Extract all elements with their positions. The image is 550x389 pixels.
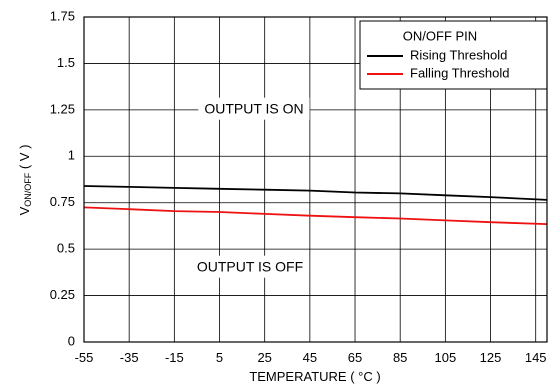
legend-label: Rising Threshold (410, 47, 507, 62)
x-tick-label: 105 (435, 350, 457, 365)
y-tick-label: 0.5 (57, 241, 75, 256)
x-tick-label: -35 (120, 350, 139, 365)
x-tick-labels: -55 -35 -15 5 25 45 65 85 105 125 145 (75, 350, 547, 365)
x-tick-label: 125 (480, 350, 502, 365)
annotation-background (190, 255, 310, 278)
y-tick-labels: 0 0.25 0.5 0.75 1 1.25 1.5 1.75 (50, 8, 75, 348)
legend: ON/OFF PIN Rising Threshold Falling Thres… (359, 20, 548, 90)
y-tick-label: 1.25 (50, 101, 75, 116)
y-tick-label: 1.5 (57, 55, 75, 70)
x-tick-label: 145 (525, 350, 547, 365)
x-tick-label: 65 (348, 350, 362, 365)
x-axis-label: TEMPERATURE ( °C ) (249, 369, 380, 384)
annotation-output-off: OUTPUT IS OFF (197, 259, 303, 275)
y-tick-label: 0 (68, 333, 75, 348)
y-tick-label: 0.25 (50, 287, 75, 302)
y-tick-label: 1.75 (50, 8, 75, 23)
y-axis-label-subscript: ON/OFF (23, 172, 33, 206)
legend-title: ON/OFF PIN (403, 28, 477, 43)
y-axis-label-unit: ( V ) (17, 145, 32, 173)
x-tick-label: 85 (393, 350, 407, 365)
y-axis-label: VON/OFF ( V ) (17, 145, 33, 216)
legend-label: Falling Threshold (410, 65, 509, 80)
annotation-background (198, 97, 310, 120)
x-tick-label: 25 (257, 350, 271, 365)
series-line-rising-threshold (83, 185, 548, 201)
annotation-output-on: OUTPUT IS ON (204, 101, 303, 117)
x-tick-label: 45 (303, 350, 317, 365)
x-tick-label: -55 (75, 350, 94, 365)
series-line-falling-threshold (83, 206, 548, 225)
plot-frame (83, 16, 548, 343)
y-tick-label: 1 (68, 148, 75, 163)
y-tick-label: 0.75 (50, 194, 75, 209)
series-lines (83, 185, 548, 225)
y-axis-label-main: V (17, 206, 32, 215)
x-tick-label: 5 (216, 350, 223, 365)
x-tick-label: -15 (165, 350, 184, 365)
